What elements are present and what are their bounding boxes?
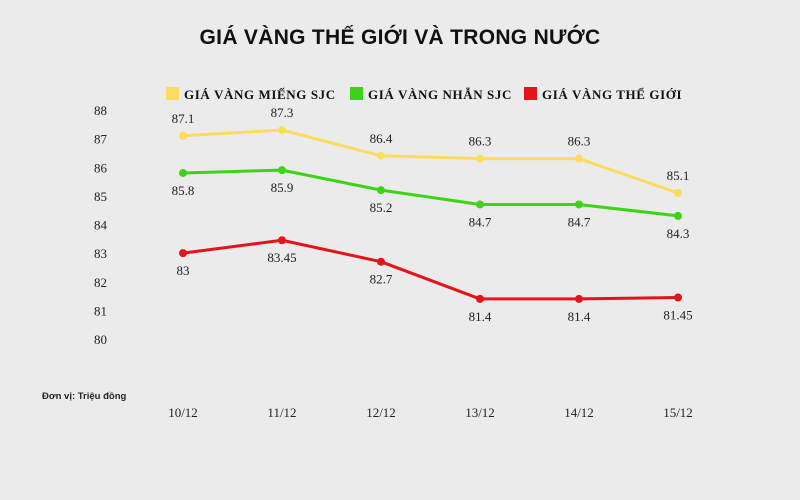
data-point xyxy=(575,154,583,163)
chart-title: GIÁ VÀNG THẾ GIỚI VÀ TRONG NƯỚC xyxy=(199,26,601,49)
data-label: 84.3 xyxy=(667,226,690,241)
data-label: 83.45 xyxy=(267,250,296,265)
data-point xyxy=(278,166,286,175)
unit-note: Đơn vị: Triệu đồng xyxy=(42,391,127,402)
legend-swatch xyxy=(524,87,537,100)
data-point xyxy=(278,236,286,245)
x-tick-label: 13/12 xyxy=(465,405,495,420)
data-label: 83 xyxy=(177,263,190,278)
y-tick-label: 84 xyxy=(94,218,108,233)
legend-label: GIÁ VÀNG MIẾNG SJC xyxy=(184,87,336,102)
data-label: 82.7 xyxy=(370,272,393,287)
x-tick-label: 14/12 xyxy=(564,405,594,420)
data-point xyxy=(476,154,484,163)
data-point xyxy=(179,249,187,258)
legend-swatch xyxy=(350,87,363,100)
data-label: 84.7 xyxy=(568,214,591,229)
data-label: 87.3 xyxy=(271,105,294,120)
data-point xyxy=(476,294,484,303)
data-point xyxy=(377,186,385,195)
data-label: 85.8 xyxy=(172,183,195,198)
data-label: 81.45 xyxy=(663,307,692,322)
x-tick-label: 10/12 xyxy=(168,405,198,420)
y-tick-label: 83 xyxy=(94,246,107,261)
y-tick-label: 85 xyxy=(94,189,107,204)
data-point xyxy=(278,126,286,135)
y-tick-label: 87 xyxy=(94,132,108,147)
series-line xyxy=(181,238,680,301)
data-label: 86.3 xyxy=(469,134,492,149)
data-point xyxy=(179,168,187,177)
legend-label: GIÁ VÀNG NHẪN SJC xyxy=(368,87,512,102)
data-label: 86.4 xyxy=(370,131,393,146)
data-label: 85.1 xyxy=(667,168,690,183)
data-point xyxy=(674,211,682,220)
data-label: 84.7 xyxy=(469,214,492,229)
data-point xyxy=(674,293,682,302)
legend-swatch xyxy=(166,87,179,100)
data-label: 85.9 xyxy=(271,180,294,195)
y-tick-label: 86 xyxy=(94,160,108,175)
data-label: 85.2 xyxy=(370,200,393,215)
data-point xyxy=(476,200,484,209)
y-tick-label: 81 xyxy=(94,303,107,318)
series-line xyxy=(181,128,680,195)
y-tick-label: 88 xyxy=(94,103,107,118)
data-point xyxy=(674,189,682,198)
data-point xyxy=(377,151,385,160)
data-point xyxy=(575,200,583,209)
y-tick-label: 82 xyxy=(94,275,107,290)
legend-label: GIÁ VÀNG THẾ GIỚI xyxy=(542,87,682,102)
data-label: 81.4 xyxy=(469,309,492,324)
data-point xyxy=(575,294,583,303)
series-line xyxy=(181,168,680,218)
data-label: 87.1 xyxy=(172,111,195,126)
data-label: 86.3 xyxy=(568,134,591,149)
data-point xyxy=(179,131,187,140)
data-label: 81.4 xyxy=(568,309,591,324)
data-point xyxy=(377,257,385,266)
x-tick-label: 12/12 xyxy=(366,405,396,420)
x-tick-label: 11/12 xyxy=(267,405,296,420)
x-tick-label: 15/12 xyxy=(663,405,693,420)
y-tick-label: 80 xyxy=(94,332,107,347)
